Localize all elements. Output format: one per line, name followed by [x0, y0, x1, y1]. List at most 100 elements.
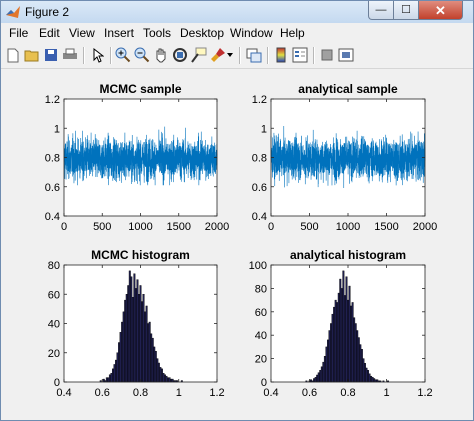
histogram-bar — [102, 378, 105, 383]
brush-icon[interactable] — [210, 47, 226, 63]
subplot-3 — [63, 264, 218, 383]
colorbar-icon[interactable] — [273, 47, 289, 63]
subplot-title: MCMC histogram — [91, 248, 190, 262]
histogram-bar — [147, 323, 150, 383]
brush-dropdown-icon[interactable] — [226, 47, 234, 63]
y-tick-label: 20 — [255, 354, 267, 366]
x-tick-label: 0 — [61, 221, 67, 233]
y-tick-label: 100 — [249, 260, 267, 272]
x-tick-label: 1000 — [336, 221, 360, 233]
open-file-icon[interactable] — [24, 47, 40, 63]
pointer-icon[interactable] — [90, 47, 106, 63]
histogram-bar — [119, 332, 122, 383]
histogram-bar — [105, 377, 108, 383]
histogram-bar — [342, 270, 345, 383]
title-bar[interactable]: Figure 2 — ☐ ✕ — [1, 1, 473, 23]
print-icon[interactable] — [62, 47, 78, 63]
histogram-bar — [316, 374, 319, 383]
x-tick-label: 1000 — [128, 221, 152, 233]
y-tick-label: 1 — [261, 123, 267, 135]
histogram-bar — [141, 301, 143, 383]
subplot-title: analytical histogram — [290, 248, 406, 262]
histogram-bar — [354, 323, 357, 383]
histogram-bar — [111, 368, 114, 383]
histogram-bar — [151, 337, 154, 383]
histogram-bar — [357, 337, 360, 383]
histogram-bar — [337, 292, 340, 383]
subplot-title: MCMC sample — [99, 82, 181, 96]
histogram-bar — [113, 364, 116, 383]
y-tick-label: 0.6 — [252, 182, 267, 194]
legend-icon[interactable] — [292, 47, 308, 63]
y-tick-label: 60 — [255, 307, 267, 319]
histogram-bar — [115, 359, 117, 383]
menu-edit[interactable]: Edit — [39, 26, 60, 40]
histogram-bar — [165, 375, 168, 383]
histogram-bar — [317, 372, 320, 383]
save-icon[interactable] — [43, 47, 59, 63]
x-tick-label: 2000 — [205, 221, 229, 233]
menu-tools[interactable]: Tools — [143, 26, 172, 40]
link-plot-icon[interactable] — [246, 47, 262, 63]
histogram-bar — [356, 330, 359, 383]
histogram-bar — [122, 311, 125, 383]
histogram-bar — [360, 349, 363, 383]
histogram-bar — [330, 323, 333, 383]
histogram-bar — [171, 378, 174, 383]
histogram-bar — [343, 295, 346, 383]
rotate-3d-icon[interactable] — [172, 47, 188, 63]
menu-window[interactable]: Window — [230, 26, 273, 40]
y-tick-label: 80 — [255, 283, 267, 295]
x-tick-label: 0.6 — [302, 387, 317, 399]
histogram-bar — [107, 377, 110, 383]
minimize-button[interactable]: — — [368, 1, 394, 20]
y-tick-label: 60 — [48, 289, 60, 301]
histogram-bar — [159, 367, 162, 383]
x-tick-label: 0.4 — [263, 387, 278, 399]
x-tick-label: 500 — [300, 221, 318, 233]
x-tick-label: 1500 — [167, 221, 191, 233]
zoom-in-icon[interactable] — [115, 47, 131, 63]
new-figure-icon[interactable] — [5, 47, 21, 63]
x-tick-label: 0.8 — [340, 387, 355, 399]
x-tick-label: 500 — [93, 221, 111, 233]
x-tick-label: 1.2 — [209, 387, 224, 399]
menu-insert[interactable]: Insert — [104, 26, 135, 40]
hide-plot-tools-icon[interactable] — [319, 47, 335, 63]
histogram-bar — [128, 270, 131, 383]
histogram-bar — [331, 313, 334, 383]
histogram-bar — [118, 342, 121, 383]
x-tick-label: 1 — [383, 387, 389, 399]
histogram-bar — [139, 285, 142, 383]
data-cursor-icon[interactable] — [191, 47, 207, 63]
maximize-button[interactable]: ☐ — [393, 1, 419, 20]
y-tick-label: 80 — [48, 260, 60, 272]
show-plot-tools-icon[interactable] — [338, 47, 354, 63]
histogram-bar — [336, 302, 339, 383]
close-button[interactable]: ✕ — [418, 1, 463, 20]
y-tick-label: 1.2 — [252, 94, 267, 106]
histogram-bar — [314, 377, 317, 383]
histogram-bar — [334, 299, 337, 383]
histogram-bar — [110, 373, 113, 383]
subplot-1 — [63, 98, 218, 217]
menu-help[interactable]: Help — [280, 26, 305, 40]
zoom-out-icon[interactable] — [134, 47, 150, 63]
histogram-bar — [362, 358, 365, 383]
histogram-bar — [131, 296, 134, 383]
histogram-bar — [124, 299, 127, 383]
pan-icon[interactable] — [153, 47, 169, 63]
histogram-bar — [148, 321, 151, 383]
y-tick-label: 0.8 — [45, 153, 60, 165]
menu-file[interactable]: File — [9, 26, 29, 40]
histogram-bar — [125, 294, 128, 383]
histogram-bar — [138, 294, 140, 383]
histogram-bar — [319, 370, 322, 383]
y-tick-label: 40 — [48, 319, 60, 331]
menu-desktop[interactable]: Desktop — [180, 26, 225, 40]
histogram-bar — [368, 373, 371, 383]
histogram-bar — [347, 299, 349, 383]
menu-view[interactable]: View — [69, 26, 95, 40]
